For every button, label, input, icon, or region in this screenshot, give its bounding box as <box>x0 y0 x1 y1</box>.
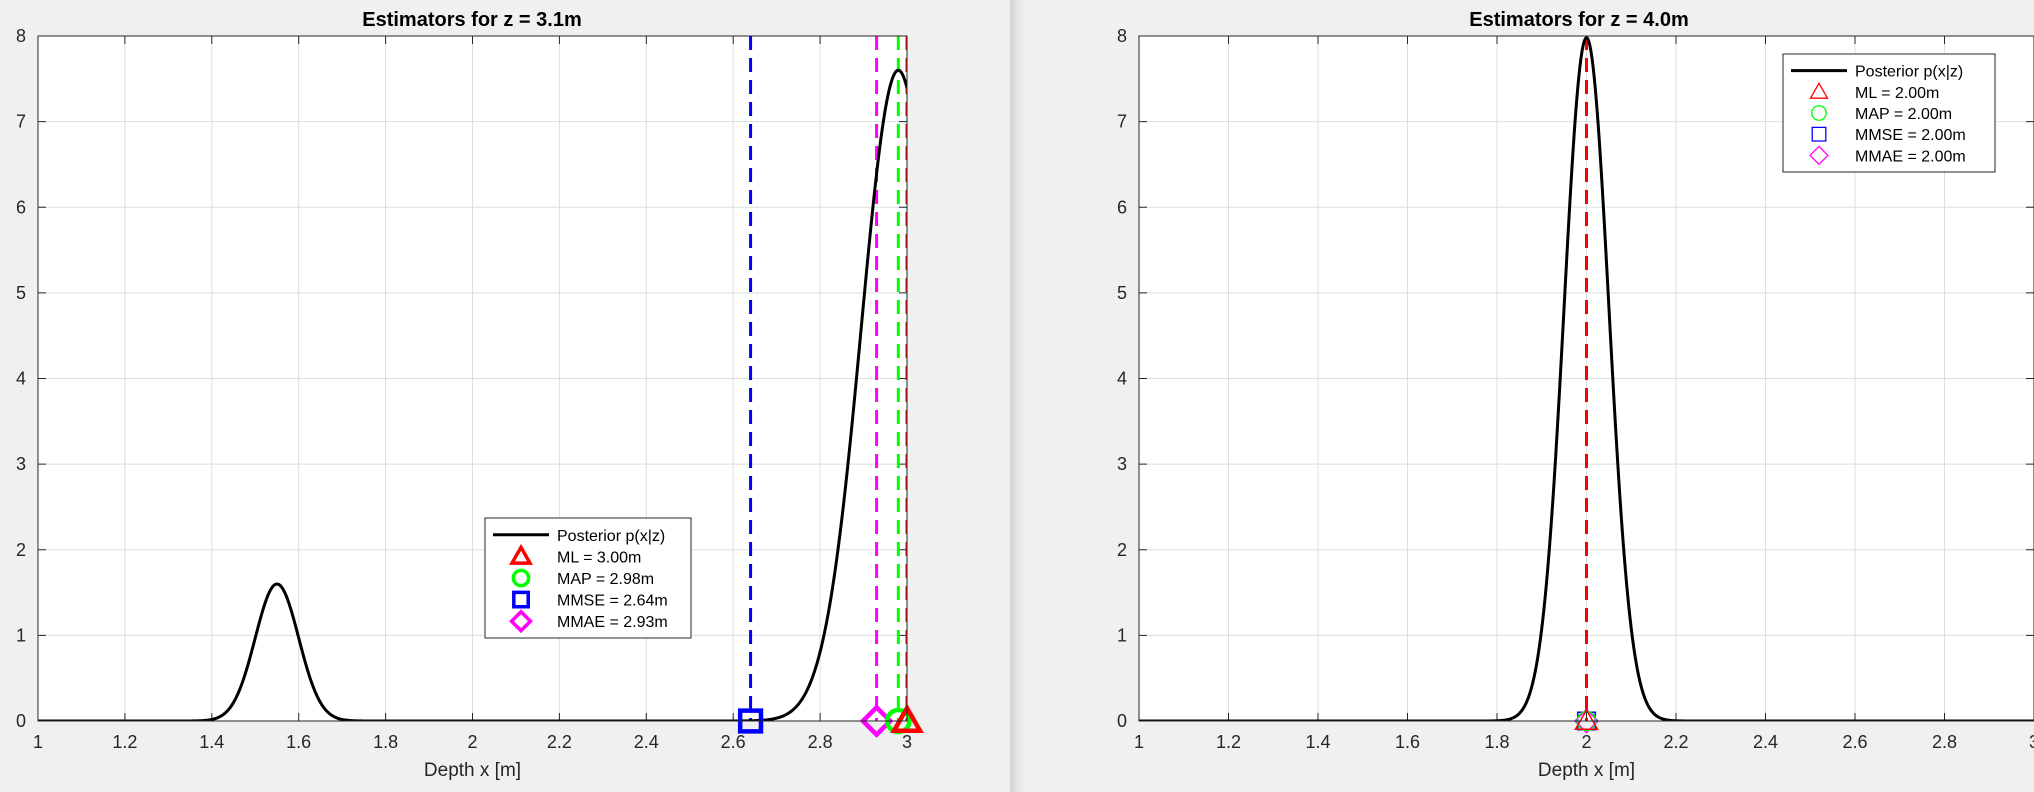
plot-content <box>1139 36 2034 721</box>
x-tick-label: 1 <box>1134 732 1144 752</box>
x-tick-label: 2.8 <box>1932 732 1957 752</box>
y-tick-label: 7 <box>16 112 26 132</box>
x-tick-label: 1.4 <box>199 732 224 752</box>
y-tick-label: 0 <box>16 711 26 731</box>
legend-diamond-swatch <box>1809 145 1829 166</box>
x-tick-label: 3 <box>902 732 912 752</box>
x-tick-label: 1 <box>33 732 43 752</box>
y-tick-label: 1 <box>1117 625 1127 645</box>
estimator-marker-square <box>737 708 764 734</box>
x-tick-label: 2.8 <box>808 732 833 752</box>
legend-posterior-label: Posterior p(x|z) <box>557 528 665 545</box>
x-tick-label: 1.4 <box>1305 732 1330 752</box>
legend-estimator-label: MMAE = 2.93m <box>557 614 668 631</box>
axes-box <box>1138 35 2034 722</box>
x-axis-label: Depth x [m] <box>1538 760 1635 781</box>
legend: Posterior p(x|z) ML = 2.00m MAP = 2.00m MMS… <box>1782 53 1996 173</box>
legend-estimator-label: MAP = 2.00m <box>1855 106 1952 123</box>
y-tick-label: 5 <box>16 283 26 303</box>
legend-estimator-label: MAP = 2.98m <box>557 571 654 588</box>
y-tick-label: 2 <box>1117 540 1127 560</box>
x-tick-label: 2.2 <box>547 732 572 752</box>
y-tick-label: 0 <box>1117 711 1127 731</box>
y-tick-label: 4 <box>1117 369 1127 389</box>
legend-estimator-label: MMAE = 2.00m <box>1855 148 1966 165</box>
x-tick-label: 2.4 <box>634 732 659 752</box>
y-tick-label: 4 <box>16 369 26 389</box>
y-tick-label: 3 <box>16 454 26 474</box>
x-tick-label: 2.2 <box>1663 732 1688 752</box>
x-tick-label: 1.8 <box>373 732 398 752</box>
y-tick-label: 7 <box>1117 112 1127 132</box>
y-tick-label: 2 <box>16 540 26 560</box>
y-tick-label: 8 <box>1117 26 1127 46</box>
legend-triangle-swatch <box>508 543 534 565</box>
legend-estimator-label: ML = 3.00m <box>557 549 641 566</box>
legend-circle-swatch <box>511 568 531 588</box>
chart-right: 11.21.41.61.822.22.42.62.83012345678Esti… <box>1117 9 2034 781</box>
legend-triangle-swatch <box>1809 81 1829 99</box>
estimator-marker-triangle <box>1574 708 1599 730</box>
legend-circle-swatch <box>1811 105 1827 121</box>
y-tick-label: 3 <box>1117 454 1127 474</box>
estimator-marker-diamond <box>859 704 894 738</box>
x-tick-label: 2 <box>1581 732 1591 752</box>
x-axis-label: Depth x [m] <box>424 760 521 781</box>
chart-title: Estimators for z = 3.1m <box>362 9 582 31</box>
axes-box <box>37 35 908 722</box>
x-tick-label: 2.4 <box>1753 732 1778 752</box>
x-tick-label: 1.8 <box>1484 732 1509 752</box>
y-tick-label: 6 <box>16 197 26 217</box>
legend-box <box>484 517 692 639</box>
x-tick-label: 1.2 <box>112 732 137 752</box>
y-tick-label: 5 <box>1117 283 1127 303</box>
x-tick-label: 1.2 <box>1216 732 1241 752</box>
y-tick-label: 1 <box>16 625 26 645</box>
legend-box <box>1782 53 1996 173</box>
chart-title: Estimators for z = 4.0m <box>1469 9 1689 31</box>
estimator-marker-diamond <box>1573 708 1600 734</box>
x-tick-label: 2 <box>467 732 477 752</box>
legend-estimator-label: MMSE = 2.64m <box>557 593 668 610</box>
x-tick-label: 3 <box>2029 732 2034 752</box>
legend-posterior-label: Posterior p(x|z) <box>1855 64 1963 81</box>
x-tick-label: 2.6 <box>1842 732 1867 752</box>
chart-left: 1 1.2 1.4 1.6 1.8 2 2.2 2.4 2.6 2.8 3012345678Esti… <box>16 9 924 781</box>
estimator-marker-triangle <box>890 703 924 733</box>
legend-diamond-swatch <box>509 609 533 634</box>
window-divider <box>1010 0 1028 792</box>
legend-estimator-label: MMSE = 2.00m <box>1855 127 1966 144</box>
y-tick-label: 8 <box>16 26 26 46</box>
x-tick-label: 1.6 <box>1395 732 1420 752</box>
legend-estimator-label: ML = 2.00m <box>1855 85 1939 102</box>
x-tick-label: 2.6 <box>721 732 746 752</box>
legend-square-swatch <box>512 590 530 609</box>
x-tick-label: 1.6 <box>286 732 311 752</box>
y-tick-label: 6 <box>1117 197 1127 217</box>
legend: Posterior p(x|z) ML = 3.00m MAP = 2.98m MMS… <box>484 517 692 639</box>
legend-square-swatch <box>1811 126 1827 142</box>
posterior-curve <box>1139 36 2034 721</box>
